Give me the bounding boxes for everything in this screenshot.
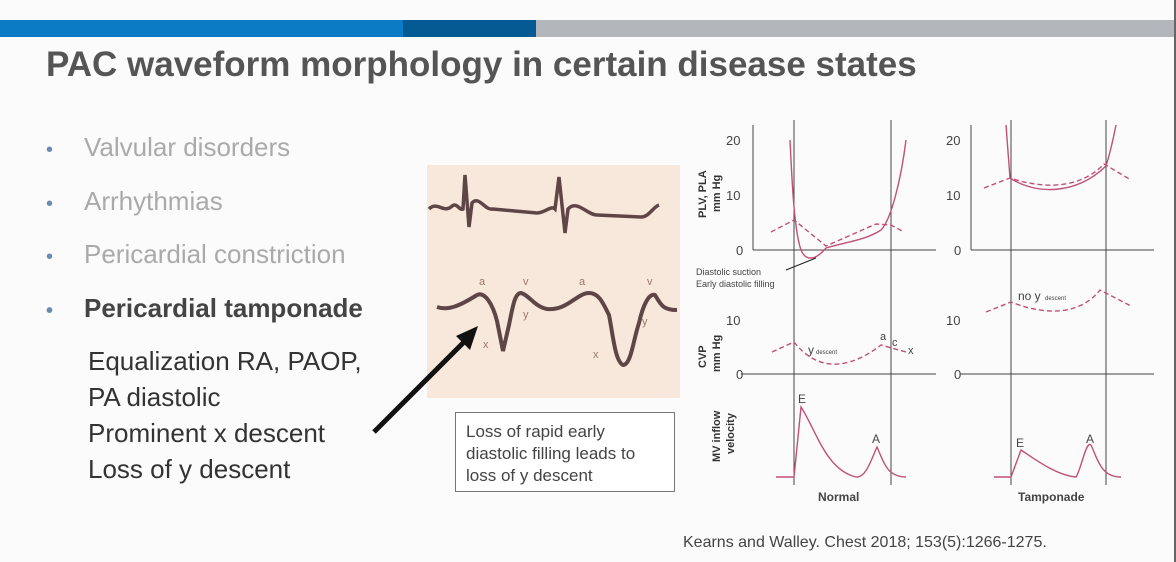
label-normal: Normal xyxy=(818,490,859,504)
label-v: v xyxy=(523,276,529,288)
pressure-trace xyxy=(436,290,678,368)
tick-0: 0 xyxy=(736,367,743,382)
callout-box: Loss of rapid early diastolic filling le… xyxy=(455,412,675,492)
annotation-filling: Early diastolic filling xyxy=(696,279,775,289)
hemodynamic-figure: 20 10 0 10 0 20 10 0 10 0 PLV, PLA mm Hg… xyxy=(696,120,1154,504)
label-descent: descent xyxy=(816,350,837,356)
tick-0: 0 xyxy=(736,243,743,258)
ylabel-cvp: CVP xyxy=(697,345,709,368)
label-A: A xyxy=(872,432,880,446)
sub-points: Equalization RA, PAOP, PA diastolic Prom… xyxy=(88,343,362,487)
bullet-tamponade: • Pericardial tamponade xyxy=(46,293,363,323)
ecg-trace xyxy=(427,174,660,234)
sub-point: Loss of y descent xyxy=(88,454,291,484)
tick-10: 10 xyxy=(946,313,960,328)
tick-10: 10 xyxy=(946,188,960,203)
label-x: x xyxy=(483,339,489,351)
ylabel-cvp-units: mm Hg xyxy=(711,335,723,372)
waveform-image: a v a v y y x x xyxy=(427,165,680,398)
mv-inflow-tamponade xyxy=(994,443,1122,478)
lv-pressure-normal xyxy=(789,139,907,259)
annotation-suction: Diastolic suction xyxy=(696,267,761,277)
sub-point: PA diastolic xyxy=(88,382,221,412)
tick-10: 10 xyxy=(726,313,740,328)
annotation-arrow xyxy=(785,257,817,271)
bullet-valvular: • Valvular disorders xyxy=(46,132,291,162)
label-E: E xyxy=(1016,436,1024,450)
label-x: x xyxy=(908,345,914,357)
tick-0: 0 xyxy=(954,243,961,258)
label-c: c xyxy=(892,337,898,349)
label-x: x xyxy=(593,349,599,361)
bullet-constriction: • Pericardial constriction xyxy=(46,239,346,269)
tick-10: 10 xyxy=(726,188,740,203)
header-bar-blue xyxy=(0,20,403,37)
sub-point: Equalization RA, PAOP, xyxy=(88,346,362,376)
mv-inflow-normal xyxy=(776,404,907,478)
citation: Kearns and Walley. Chest 2018; 153(5):12… xyxy=(683,534,1047,551)
label-no-y: no y xyxy=(1018,289,1041,303)
label-a: a xyxy=(579,276,586,288)
header-bar-dark-blue xyxy=(403,20,536,37)
bullet-label: Pericardial constriction xyxy=(84,239,346,269)
bullet-arrhythmias: • Arrhythmias xyxy=(46,186,223,216)
label-v: v xyxy=(647,276,653,288)
label-a: a xyxy=(479,276,486,288)
label-y-descent: y xyxy=(808,343,814,357)
label-E: E xyxy=(798,392,806,406)
ylabel-pressure-units: mm Hg xyxy=(711,175,723,212)
lv-pressure-tamponade xyxy=(1005,124,1117,191)
tick-20: 20 xyxy=(726,133,740,148)
sub-point: Prominent x descent xyxy=(88,418,326,448)
label-y: y xyxy=(642,316,648,328)
ylabel-pressure: PLV, PLA xyxy=(697,170,709,218)
label-descent: descent xyxy=(1045,296,1066,302)
cvp-tamponade xyxy=(985,289,1132,313)
slide-title: PAC waveform morphology in certain disea… xyxy=(46,45,917,84)
header-bar-gray xyxy=(536,20,1174,37)
bullet-label: Arrhythmias xyxy=(84,186,223,216)
label-tamponade: Tamponade xyxy=(1018,490,1085,504)
label-A: A xyxy=(1086,432,1094,446)
bullet-label: Valvular disorders xyxy=(84,132,291,162)
la-pressure-tamponade xyxy=(983,163,1132,189)
ylabel-mv-2: velocity xyxy=(725,412,737,454)
tick-20: 20 xyxy=(946,133,960,148)
label-a: a xyxy=(880,331,887,343)
label-y: y xyxy=(523,309,529,321)
bullet-label: Pericardial tamponade xyxy=(84,293,363,323)
la-pressure-normal xyxy=(770,219,905,247)
tick-0: 0 xyxy=(954,367,961,382)
ylabel-mv: MV inflow xyxy=(711,410,723,462)
window-edge xyxy=(1174,0,1176,562)
cvp-normal xyxy=(771,341,907,365)
